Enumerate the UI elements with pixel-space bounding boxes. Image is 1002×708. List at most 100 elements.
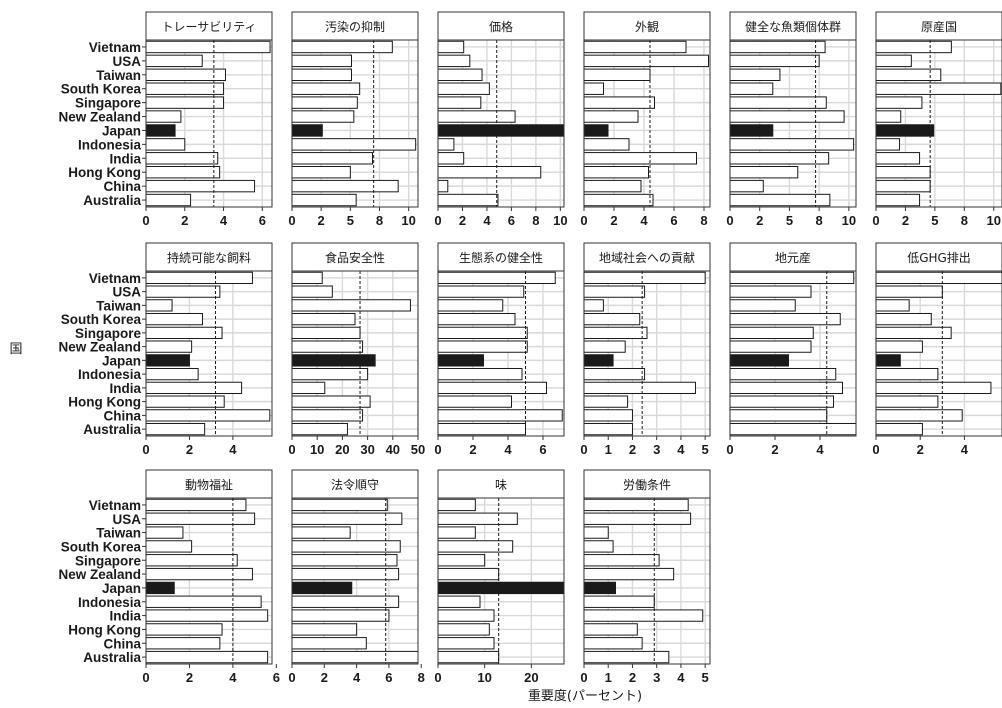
bar-japan — [291, 354, 376, 367]
y-tick-label: Japan — [102, 581, 141, 596]
facet-panel: 健全な魚類個体群 0 2 5 8 10 — [726, 11, 857, 228]
bar-india — [583, 152, 697, 165]
bar-japan — [291, 124, 323, 137]
bar-china — [583, 637, 643, 650]
y-tick-label: USA — [112, 54, 141, 69]
facet-strip — [875, 242, 1002, 272]
y-tick-label: Indonesia — [78, 137, 142, 152]
facet-title: 労働条件 — [623, 478, 671, 492]
x-tick-label: 6 — [508, 213, 515, 228]
bar-china — [145, 409, 271, 422]
x-tick-label: 3 — [653, 442, 660, 457]
y-tick-label: South Korea — [61, 82, 142, 97]
bar-japan — [875, 124, 935, 137]
x-tick-label: 2 — [610, 213, 617, 228]
y-tick-label: Taiwan — [96, 68, 141, 83]
panel-background — [730, 40, 856, 207]
panel-border — [145, 39, 273, 208]
bar-vietnam — [145, 40, 271, 54]
panel-border — [729, 270, 857, 437]
x-tick-label: 4 — [353, 670, 361, 685]
bar-singapore — [583, 96, 655, 109]
y-tick-label: Indonesia — [78, 367, 142, 382]
bar-hong-kong — [583, 623, 638, 636]
facet-strip — [583, 242, 711, 272]
bar-usa — [291, 285, 333, 298]
panel-background — [292, 40, 418, 207]
x-tick-label: 6 — [539, 442, 546, 457]
facet-title: 味 — [495, 478, 507, 492]
facet-strip — [437, 11, 565, 41]
x-tick-label: 30 — [360, 442, 374, 457]
x-tick-label: 4 — [640, 213, 648, 228]
bar-usa — [583, 285, 646, 298]
bar-india — [583, 381, 696, 395]
bar-indonesia — [145, 138, 186, 151]
bar-japan — [583, 581, 616, 595]
panel-background — [146, 498, 272, 664]
panel-border — [437, 497, 565, 665]
bar-china — [291, 409, 364, 422]
x-tick-label: 0 — [288, 213, 295, 228]
bar-japan — [583, 354, 614, 367]
x-tick-label: 5 — [702, 670, 709, 685]
facet-title: 地域社会への貢献 — [599, 250, 695, 265]
y-tick-label: New Zealand — [58, 567, 141, 582]
bar-hong-kong — [437, 623, 490, 636]
panel-background — [730, 271, 856, 436]
bar-usa — [583, 54, 709, 68]
bar-australia — [145, 650, 269, 664]
panel-border — [437, 39, 565, 208]
x-tick-label: 40 — [386, 442, 400, 457]
bar-australia — [291, 193, 357, 207]
facet-strip — [583, 469, 711, 499]
bar-australia — [875, 193, 921, 207]
bar-new-zealand — [291, 340, 364, 353]
bar-australia — [145, 193, 192, 207]
x-tick-label: 8 — [532, 213, 539, 228]
bar-india — [437, 381, 547, 395]
bar-new-zealand — [145, 340, 193, 353]
facet-title: トレーサビリティ — [161, 20, 256, 34]
panel-border — [583, 497, 711, 665]
bar-china — [437, 179, 449, 193]
facet-panel: 汚染の抑制 0 2 5 8 10 — [288, 11, 419, 228]
x-tick-label: 4 — [816, 442, 824, 457]
bar-australia — [291, 422, 348, 436]
x-tick-label: 2 — [459, 213, 466, 228]
bar-hong-kong — [583, 166, 649, 179]
bar-india — [291, 381, 326, 395]
y-tick-label: Singapore — [75, 326, 142, 341]
x-tick-label: 0 — [726, 442, 733, 457]
bar-new-zealand — [583, 340, 626, 353]
bar-vietnam — [437, 498, 476, 512]
bar-south-korea — [437, 312, 516, 326]
bar-china — [729, 409, 828, 422]
x-tick-label: 10 — [477, 670, 491, 685]
bar-china — [437, 637, 495, 650]
bar-taiwan — [729, 68, 781, 81]
bar-singapore — [437, 96, 482, 109]
bar-vietnam — [291, 498, 388, 512]
bar-singapore — [583, 554, 660, 567]
bar-south-korea — [583, 82, 604, 95]
facet-strip — [729, 242, 857, 272]
bar-india — [729, 381, 843, 395]
bar-usa — [875, 285, 943, 298]
facet-panel: 食品安全性 0 10 20 30 40 50 — [288, 242, 425, 457]
bar-india — [145, 381, 243, 395]
bar-vietnam — [437, 40, 465, 54]
bar-usa — [291, 54, 352, 68]
bar-new-zealand — [291, 110, 355, 123]
x-tick-label: 2 — [629, 670, 636, 685]
bar-usa — [437, 512, 518, 525]
bar-indonesia — [729, 367, 837, 381]
panel-background — [292, 498, 418, 664]
x-tick-label: 4 — [229, 442, 237, 457]
panel-background — [584, 271, 710, 436]
bar-new-zealand — [729, 340, 812, 353]
bar-new-zealand — [583, 110, 639, 123]
x-tick-label: 8 — [961, 213, 968, 228]
facet-panel: 原産国 0 2 5 8 10 — [872, 11, 1002, 228]
